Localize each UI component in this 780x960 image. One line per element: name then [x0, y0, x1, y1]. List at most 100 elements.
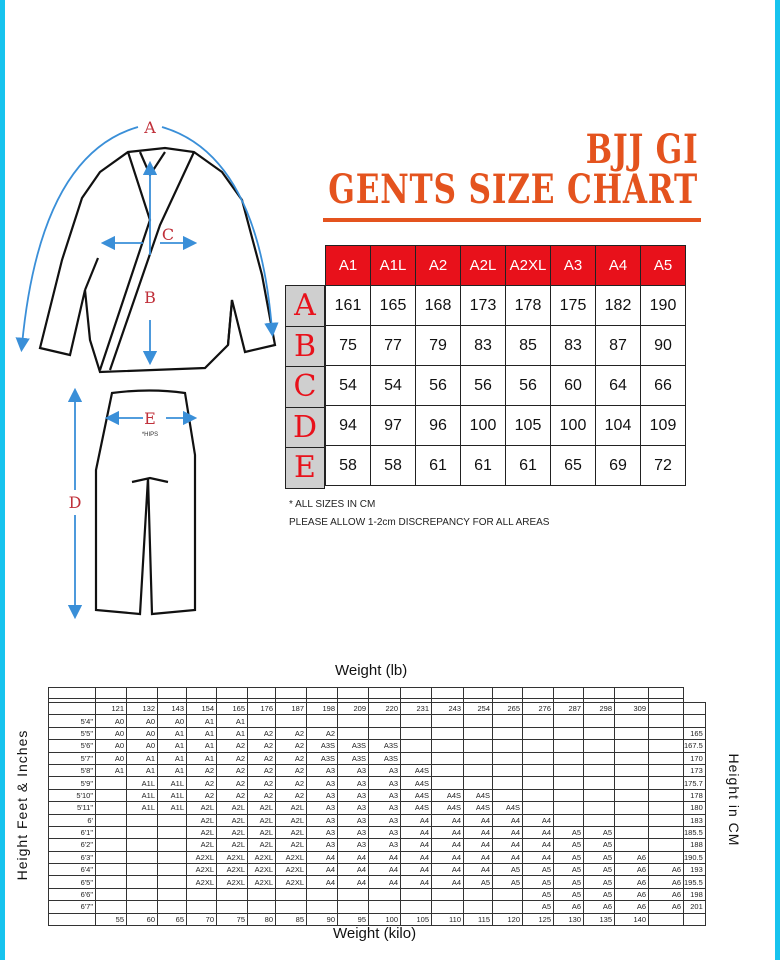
- size-cell: [492, 776, 523, 790]
- size-cell-extra: [648, 726, 684, 741]
- size-cell: [400, 739, 432, 753]
- size-table: A1 A1L A2 A2L A2XL A3 A4 A5 161 165 168 173 178 175 18…: [325, 245, 686, 486]
- size-cell: [126, 838, 158, 852]
- size-header-cell: A1L: [370, 245, 416, 286]
- height-cm-cell: 193: [683, 863, 706, 877]
- title-line1: BJJ GI: [585, 126, 698, 173]
- height-ft-cell: 5'8": [48, 763, 96, 778]
- size-cell: [431, 887, 464, 902]
- size-cell: A2: [247, 788, 276, 803]
- corner-cell: [48, 912, 96, 927]
- size-cell: A4: [431, 850, 464, 865]
- height-ft-cell: 5'4": [48, 714, 96, 728]
- size-cell: A0: [95, 739, 127, 753]
- size-cell: A4S: [463, 788, 493, 803]
- height-cm-cell: 185.5: [683, 825, 706, 840]
- size-cell: A2L: [247, 838, 276, 852]
- blank-cell: [126, 687, 158, 699]
- height-cm-cell: 173: [683, 763, 706, 778]
- blank-cell: [157, 687, 187, 699]
- measurement-cell: 100: [550, 405, 596, 446]
- size-cell: [583, 751, 615, 765]
- blank-cell: [683, 912, 706, 927]
- size-cell: A4: [463, 813, 493, 827]
- weight-kilo-cell: 70: [186, 912, 217, 927]
- blank-cell: [400, 687, 432, 699]
- size-cell: [400, 887, 432, 902]
- size-cell-extra: A6: [648, 863, 684, 877]
- size-cell: [553, 739, 584, 753]
- size-cell: A4: [463, 838, 493, 852]
- blank-cell: [648, 687, 684, 699]
- size-cell: A2: [247, 751, 276, 765]
- size-cell: A4S: [400, 776, 432, 790]
- height-row: 5'4" A0 A0 A0 A1 A1: [48, 714, 706, 728]
- measurement-cell: 100: [460, 405, 506, 446]
- size-cell: [306, 887, 338, 902]
- size-cell: A5: [522, 887, 554, 902]
- size-cell: A2: [247, 726, 276, 741]
- weight-kilo-cell: 90: [306, 912, 338, 927]
- size-cell: [463, 739, 493, 753]
- size-cell: A1L: [126, 776, 158, 790]
- weight-lb-cell: 231: [400, 701, 432, 716]
- size-cell: [95, 887, 127, 902]
- size-cell: A6: [614, 875, 649, 889]
- measurement-cell: 64: [595, 365, 641, 406]
- size-cell: [463, 751, 493, 765]
- size-cell: [126, 850, 158, 865]
- size-cell: [431, 751, 464, 765]
- blank-cell: [463, 687, 493, 699]
- blank-cell: [275, 687, 307, 699]
- height-row: 5'6" A0 A0 A1 A1 A2 A2 A2 A3S A3S A3S 167.5: [48, 739, 706, 753]
- size-cell: A3: [337, 838, 369, 852]
- blank-cell: [216, 687, 248, 699]
- size-cell: A1L: [157, 776, 187, 790]
- blank-cell: [431, 687, 464, 699]
- measurement-cell: 90: [640, 325, 686, 366]
- size-cell: A2: [306, 726, 338, 741]
- size-cell: A2L: [275, 801, 307, 815]
- measurement-cell: 109: [640, 405, 686, 446]
- height-ft-cell: 5'7": [48, 751, 96, 765]
- weight-lb-cell: 132: [126, 701, 158, 716]
- size-cell: A2: [216, 788, 248, 803]
- measurement-cell: 173: [460, 285, 506, 326]
- size-cell: A0: [157, 714, 187, 728]
- size-cell: [463, 763, 493, 778]
- size-cell: A5: [583, 850, 615, 865]
- size-cell: A2XL: [216, 875, 248, 889]
- height-ft-cell: 5'11": [48, 801, 96, 815]
- size-cell: [275, 900, 307, 914]
- height-cm-cell: 190.5: [683, 850, 706, 865]
- size-cell: A2XL: [186, 863, 217, 877]
- height-cm-cell: 195.5: [683, 875, 706, 889]
- size-cell: [95, 813, 127, 827]
- height-cm-cell: 183: [683, 813, 706, 827]
- measurement-row: 75 77 79 83 85 83 87 90: [325, 325, 686, 366]
- size-cell: [492, 788, 523, 803]
- size-cell: [157, 863, 187, 877]
- height-ft-cell: 6'5": [48, 875, 96, 889]
- size-cell: A3: [368, 801, 401, 815]
- size-cell: A4: [431, 875, 464, 889]
- size-cell: [216, 887, 248, 902]
- size-cell: A4: [522, 850, 554, 865]
- weight-kilo-cell: 110: [431, 912, 464, 927]
- size-cell: [583, 813, 615, 827]
- size-cell: [306, 900, 338, 914]
- size-cell: A5: [522, 875, 554, 889]
- size-cell: A0: [95, 726, 127, 741]
- size-cell: A3: [306, 776, 338, 790]
- size-cell: A6: [583, 900, 615, 914]
- height-ft-cell: 5'5": [48, 726, 96, 741]
- height-ft-cell: 5'6": [48, 739, 96, 753]
- size-cell: [553, 813, 584, 827]
- blank-cell: [648, 912, 684, 927]
- measurement-cell: 178: [505, 285, 551, 326]
- size-cell: A2L: [275, 813, 307, 827]
- weight-lb-cell: 276: [522, 701, 554, 716]
- size-cell: A1: [186, 739, 217, 753]
- blank-cell: [186, 687, 217, 699]
- weight-lb-cell: 165: [216, 701, 248, 716]
